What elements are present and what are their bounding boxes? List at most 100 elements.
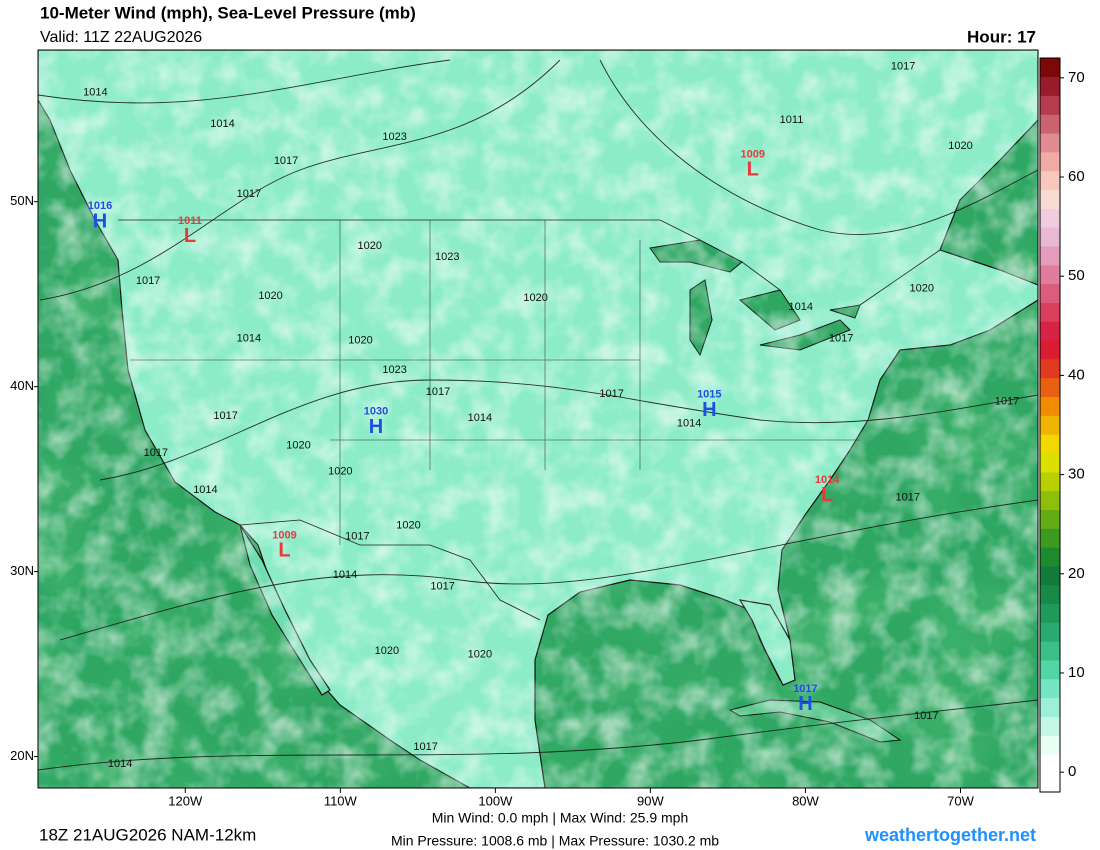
isobar-label: 1014	[237, 332, 261, 344]
pressure-center-value: 1014	[815, 474, 840, 486]
colorbar-bin	[1040, 490, 1060, 510]
borders	[118, 219, 941, 621]
isobar-label: 1020	[286, 440, 310, 452]
isobar-label: 1014	[108, 758, 132, 770]
site-credit: weathertogether.net	[864, 825, 1036, 845]
colorbar-tick-label: 70	[1068, 69, 1085, 86]
colorbar-bin	[1040, 359, 1060, 379]
map-frame	[37, 49, 1039, 789]
colorbar-bin	[1040, 302, 1060, 322]
colorbar-bin	[1040, 265, 1060, 285]
pressure-center-value: 1015	[697, 389, 721, 401]
pressure-center: H	[702, 399, 716, 421]
colorbar-frame	[1039, 57, 1061, 793]
isobar-label: 1020	[523, 292, 547, 304]
lat-tick-label: 20N	[10, 748, 34, 763]
colorbar-bin	[1040, 697, 1060, 718]
pressure-center-value: 1017	[793, 683, 817, 695]
pressure-center: L	[747, 159, 759, 181]
isobar-label: 1017	[274, 155, 298, 167]
colorbar-bin	[1040, 641, 1060, 661]
isobar-label: 1014	[193, 484, 217, 496]
pressure-center-value: 1016	[88, 200, 112, 212]
colorbar-bin	[1040, 321, 1060, 341]
colorbar-bin	[1040, 679, 1060, 699]
lat-tick-label: 50N	[10, 193, 34, 208]
isobar-label: 1020	[258, 290, 282, 302]
colorbar-bin	[1040, 377, 1060, 398]
isobar-label: 1014	[677, 418, 701, 430]
isobar-label: 1017	[995, 395, 1019, 407]
isobar-label: 1017	[430, 580, 454, 592]
colorbar-bin	[1040, 547, 1060, 567]
colorbar-tick-label: 50	[1068, 267, 1085, 284]
colorbar-bin	[1040, 133, 1060, 153]
pressure-center-value: 1009	[272, 529, 296, 541]
isobar-label: 1017	[426, 386, 450, 398]
colorbar-bin	[1040, 152, 1060, 172]
isobar-label: 1014	[210, 118, 234, 130]
lon-tick-label: 100W	[478, 793, 513, 808]
isobar-label: 1020	[375, 645, 399, 657]
colorbar-bin	[1040, 415, 1060, 435]
colorbar-bin	[1040, 453, 1060, 473]
isobar-label: 1017	[896, 492, 920, 504]
map-axes: 120W 110W 100W 90W 80W 70W 50N 40N 30N 20N	[10, 193, 974, 808]
colorbar-bin	[1040, 716, 1060, 736]
isobar-label: 1020	[358, 240, 382, 252]
isobar-label: 1017	[599, 388, 623, 400]
colorbar-tick-label: 40	[1068, 366, 1085, 383]
colorbar-bin	[1040, 509, 1060, 529]
colorbar-bin	[1040, 396, 1060, 416]
isobar-label: 1023	[382, 364, 406, 376]
colorbar: 0 10 20 30 40 50 60 70	[1039, 57, 1085, 793]
colorbar-bin	[1040, 189, 1060, 209]
pressure-center: H	[798, 693, 812, 715]
map-annotations: 1014 1014 1017 1017 1023 1017 1011 1020 1020 1023…	[83, 61, 1019, 770]
isobar-label: 1017	[144, 447, 168, 459]
isobar-label: 1014	[333, 569, 357, 581]
colorbar-bin	[1040, 754, 1060, 774]
isobar-label: 1017	[829, 332, 853, 344]
colorbar-tick-label: 60	[1068, 168, 1085, 185]
isobar-label: 1017	[213, 410, 237, 422]
colorbar-bin	[1040, 773, 1060, 793]
valid-time: Valid: 11Z 22AUG2026	[40, 29, 202, 46]
state-lines	[130, 220, 860, 545]
colorbar-bin	[1040, 472, 1060, 492]
isobar-label: 1023	[435, 251, 459, 263]
colorbar-bin	[1040, 603, 1060, 623]
colorbar-bin	[1040, 340, 1060, 360]
isobar-label: 1017	[237, 188, 261, 200]
colorbar-bin	[1040, 735, 1060, 755]
colorbar-tick-label: 10	[1068, 664, 1085, 681]
isobar-label: 1011	[780, 114, 804, 126]
colorbar-tick-label: 0	[1068, 763, 1076, 780]
model-run: 18Z 21AUG2026 NAM-12km	[39, 825, 256, 844]
colorbar-bin	[1040, 528, 1060, 548]
colorbar-bin	[1040, 584, 1060, 605]
pressure-center-value: 1011	[178, 215, 202, 227]
map-title: 10-Meter Wind (mph), Sea-Level Pressure …	[40, 3, 416, 22]
wind-texture-light	[38, 50, 1038, 788]
lat-tick-label: 40N	[10, 378, 34, 393]
pressure-center: L	[278, 540, 290, 562]
isobar-label: 1017	[891, 61, 915, 73]
colorbar-bin	[1040, 246, 1060, 266]
us-mexico-border	[239, 519, 541, 621]
colorbar-bin	[1040, 208, 1060, 228]
colorbar-bin	[1040, 114, 1060, 134]
isobar-label: 1017	[914, 710, 938, 722]
colorbar-bin	[1040, 283, 1060, 303]
pressure-center-value: 1030	[364, 405, 388, 417]
pressure-center: L	[184, 225, 196, 247]
isobar-label: 1020	[396, 519, 420, 531]
lon-tick-label: 120W	[168, 793, 203, 808]
pressure-center: H	[369, 416, 383, 438]
pressure-range: Min Pressure: 1008.6 mb | Max Pressure: …	[391, 833, 719, 849]
isobar-label: 1014	[468, 412, 492, 424]
isobar-label: 1017	[136, 275, 160, 287]
lat-tick-label: 30N	[10, 563, 34, 578]
colorbar-tick-label: 30	[1068, 466, 1085, 483]
